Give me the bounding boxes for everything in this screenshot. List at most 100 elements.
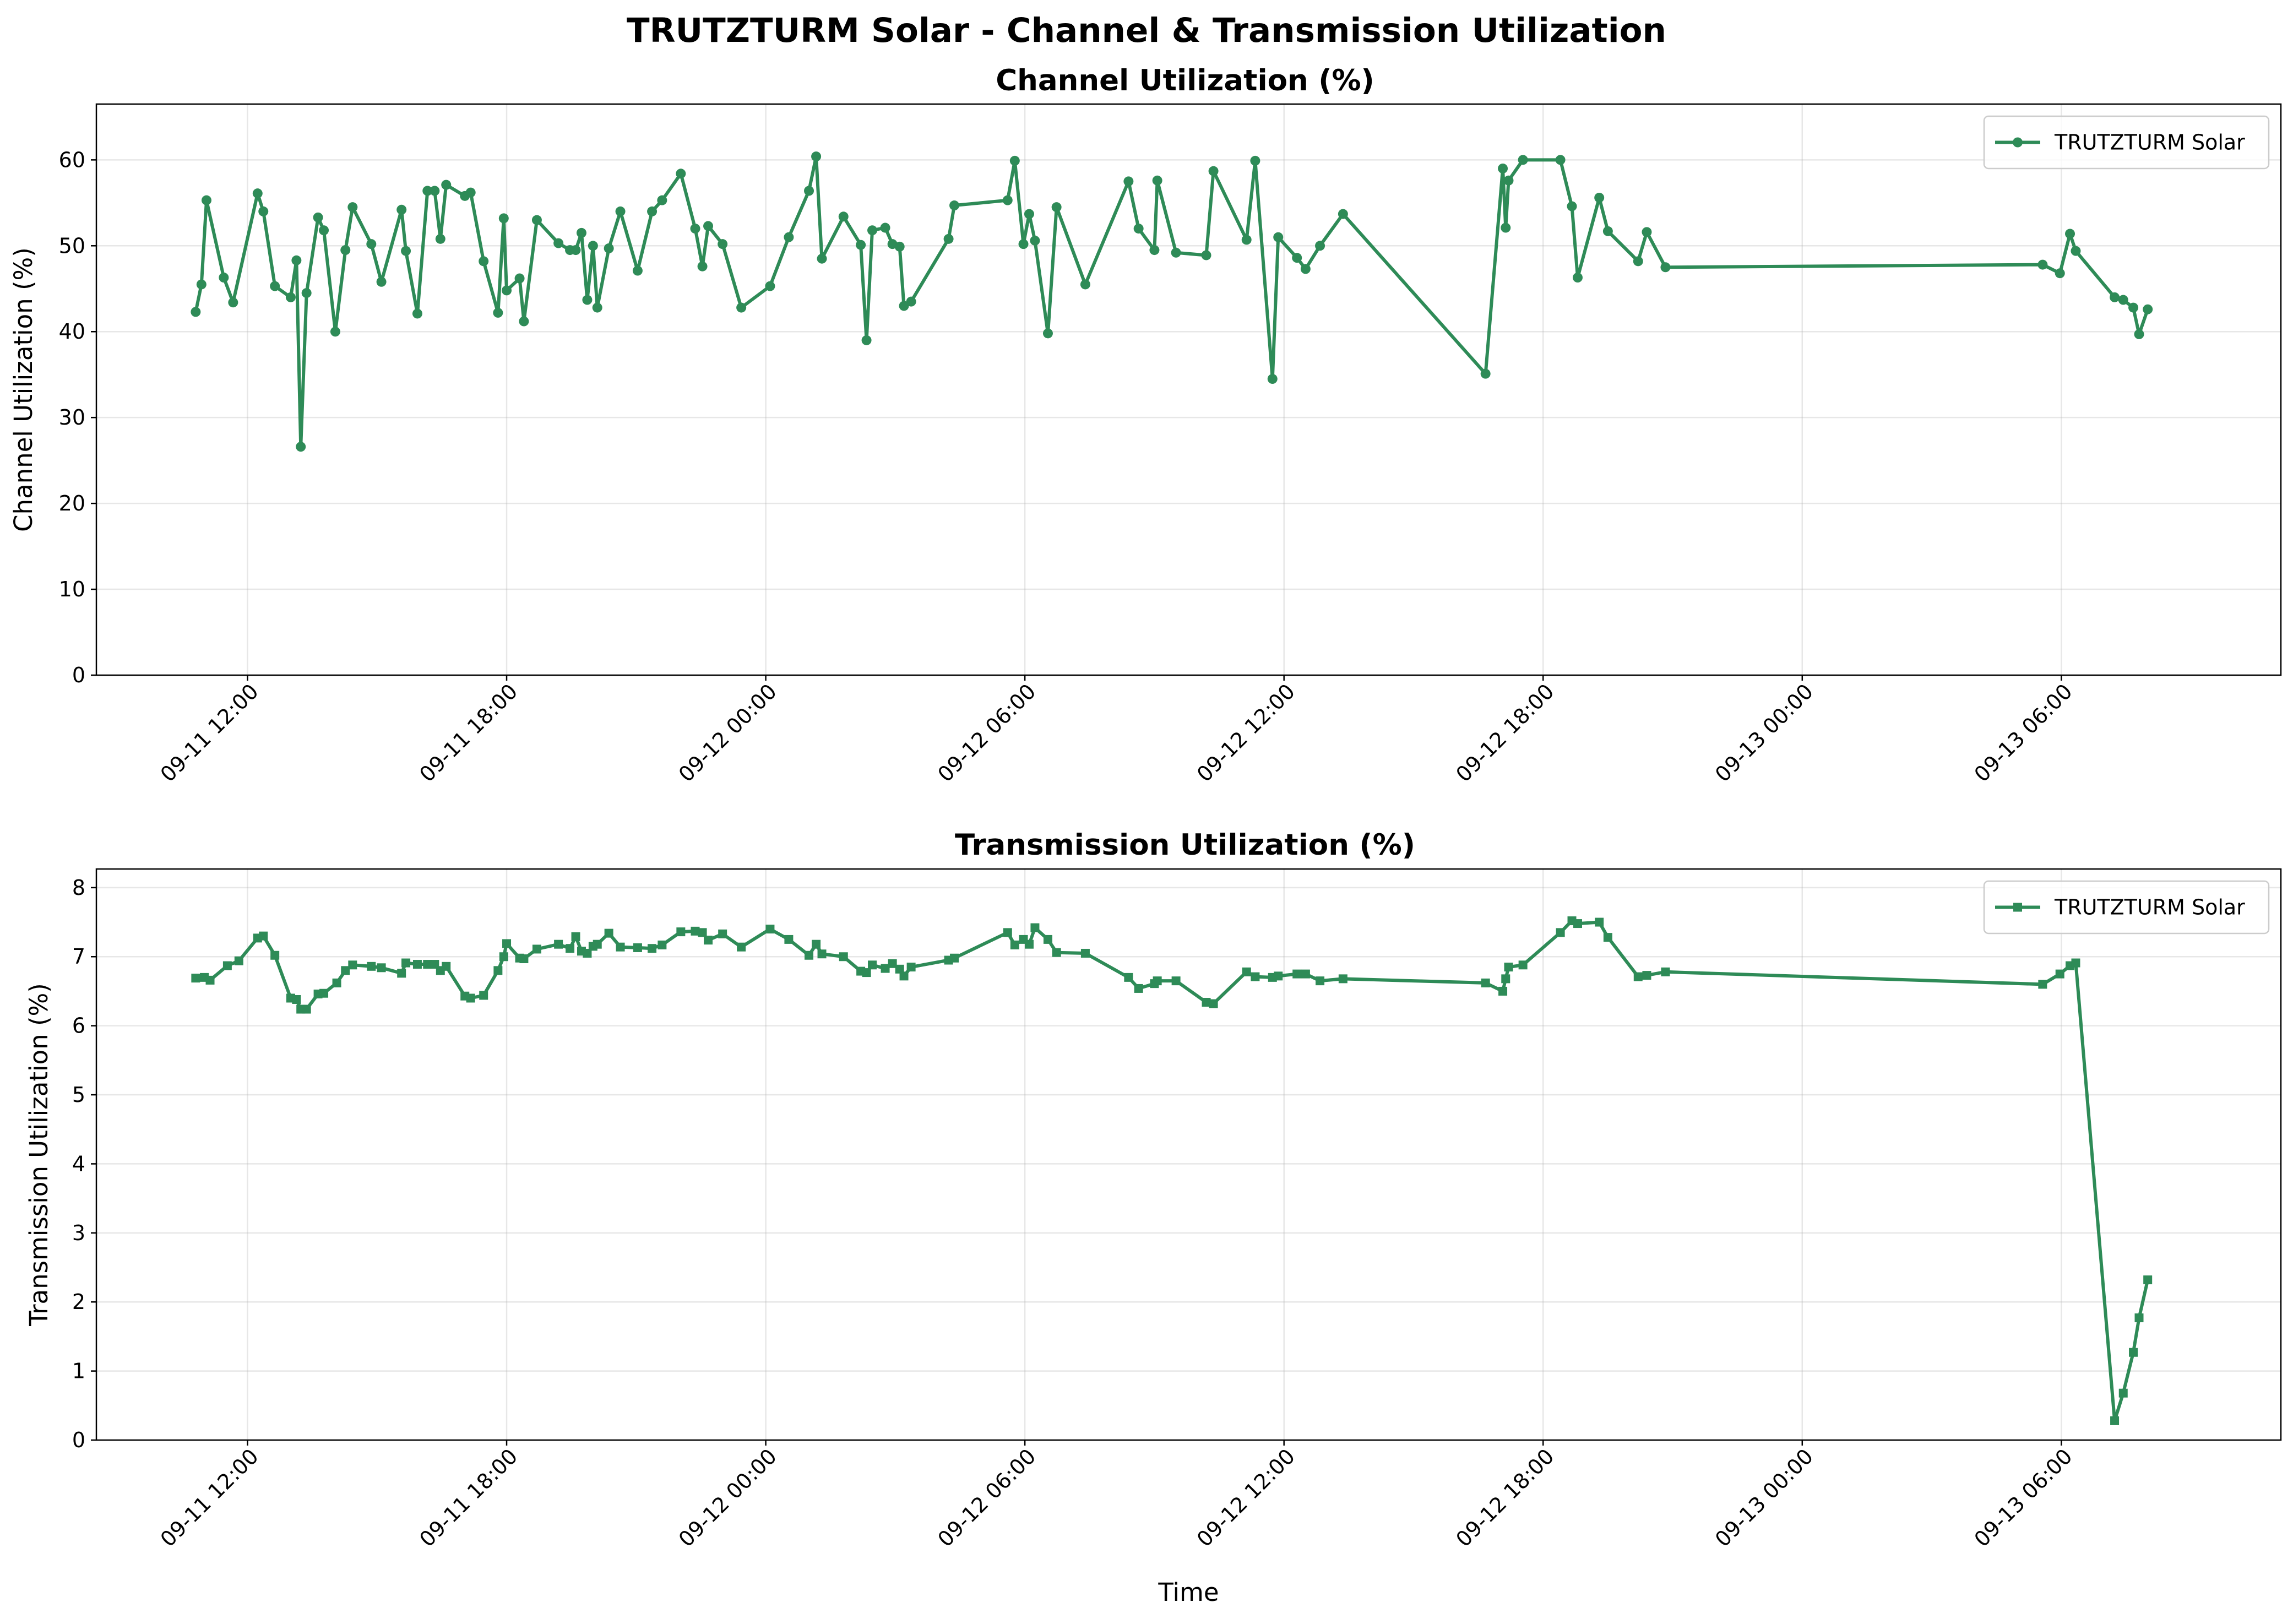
transmission-data-point <box>1024 939 1034 949</box>
channel-data-point <box>1133 224 1144 234</box>
channel-data-point <box>285 292 296 302</box>
channel-data-point <box>949 200 960 211</box>
transmission-data-point <box>1202 998 1211 1007</box>
transmission-data-point <box>499 952 508 962</box>
channel-data-point <box>1660 262 1671 273</box>
transmission-data-point <box>862 968 871 977</box>
transmission-data-point <box>412 960 422 969</box>
channel-data-point <box>366 239 377 249</box>
channel-data-point <box>291 255 302 265</box>
transmission-axes-frame <box>95 868 2282 1441</box>
figure-title: TRUTZTURM Solar - Channel & Transmission… <box>627 11 1666 50</box>
transmission-data-point <box>583 948 592 958</box>
channel-data-point <box>553 238 564 248</box>
channel-data-point <box>2071 246 2081 256</box>
channel-data-point <box>1633 256 1643 267</box>
channel-data-point <box>1051 202 1062 213</box>
channel-data-point <box>2037 259 2048 270</box>
channel-data-point <box>676 169 686 179</box>
transmission-data-point <box>423 960 432 969</box>
channel-data-point <box>502 285 512 296</box>
channel-data-point <box>899 301 909 311</box>
channel-data-point <box>1594 192 1605 203</box>
channel-data-point <box>1208 166 1219 176</box>
transmission-data-point <box>950 953 959 963</box>
channel-data-point <box>1315 241 1325 251</box>
transmission-data-point <box>1573 919 1582 928</box>
transmission-data-point <box>691 926 700 936</box>
channel-data-point <box>2118 295 2128 305</box>
channel-data-point <box>647 206 658 216</box>
channel-data-point <box>817 253 827 264</box>
transmission-legend-label: TRUTZTURM Solar <box>2054 895 2245 920</box>
channel-data-point <box>441 180 452 190</box>
channel-legend-label: TRUTZTURM Solar <box>2054 131 2245 155</box>
transmission-legend-box <box>1983 880 2270 935</box>
transmission-data-point <box>348 960 357 970</box>
transmission-data-point <box>805 950 814 960</box>
transmission-data-point <box>1134 984 1143 993</box>
transmission-data-point <box>566 944 575 953</box>
transmission-data-point <box>1003 928 1012 937</box>
channel-legend-marker <box>2013 137 2023 148</box>
transmission-data-point <box>881 964 890 973</box>
transmission-data-point <box>1501 974 1510 984</box>
channel-data-point <box>1149 245 1160 256</box>
transmission-data-point <box>633 943 642 952</box>
transmission-data-point <box>493 966 503 975</box>
transmission-data-point <box>888 959 897 968</box>
channel-data-point <box>1241 235 1252 245</box>
transmission-y-tick-label: 3 <box>72 1221 85 1245</box>
channel-data-point <box>498 213 509 224</box>
channel-data-point <box>430 186 440 196</box>
transmission-y-tick-label: 0 <box>72 1428 85 1452</box>
transmission-data-point <box>2071 958 2080 968</box>
channel-data-point <box>861 335 872 345</box>
transmission-data-point <box>302 1004 311 1014</box>
transmission-legend-marker <box>2013 903 2022 912</box>
transmission-data-point <box>616 942 625 952</box>
transmission-data-point <box>1338 974 1347 984</box>
transmission-y-tick-label: 8 <box>72 876 85 900</box>
transmission-data-point <box>1171 976 1181 986</box>
transmission-data-point <box>292 995 301 1004</box>
channel-data-point <box>1572 272 1583 283</box>
transmission-data-point <box>817 949 827 959</box>
transmission-data-point <box>234 956 243 965</box>
channel-data-point <box>804 186 814 196</box>
channel-data-point <box>514 273 525 284</box>
transmission-data-point <box>502 939 512 948</box>
channel-series-line <box>194 155 2150 449</box>
transmission-data-point <box>319 988 329 998</box>
channel-data-point <box>191 307 201 317</box>
transmission-data-point <box>1153 976 1162 986</box>
channel-data-point <box>1503 175 1514 186</box>
channel-data-point <box>657 195 667 205</box>
transmission-data-point <box>1633 972 1643 981</box>
channel-data-point <box>1201 250 1211 260</box>
transmission-data-point <box>2038 980 2047 989</box>
transmission-data-point <box>658 940 667 949</box>
channel-data-point <box>906 296 916 307</box>
transmission-chart-title: Transmission Utilization (%) <box>955 828 1415 862</box>
transmission-data-point <box>718 929 727 938</box>
channel-data-point <box>894 241 905 252</box>
transmission-y-tick-label: 6 <box>72 1014 85 1038</box>
channel-data-point <box>856 240 866 250</box>
transmission-data-point <box>532 944 541 954</box>
channel-data-point <box>1498 163 1508 173</box>
transmission-data-point <box>1274 971 1283 981</box>
transmission-y-tick-label: 2 <box>72 1290 85 1314</box>
channel-data-point <box>1292 253 1302 263</box>
transmission-data-point <box>222 961 232 970</box>
transmission-data-point <box>1642 971 1651 980</box>
channel-data-point <box>1002 195 1013 205</box>
transmission-legend: TRUTZTURM Solar <box>1983 880 2270 935</box>
transmission-data-point <box>397 969 406 978</box>
channel-data-point <box>493 307 503 318</box>
transmission-data-point <box>1292 969 1302 979</box>
channel-data-point <box>2110 292 2120 302</box>
transmission-plot-area <box>191 916 2153 1425</box>
transmission-data-point <box>784 935 794 944</box>
channel-data-point <box>1171 247 1181 258</box>
